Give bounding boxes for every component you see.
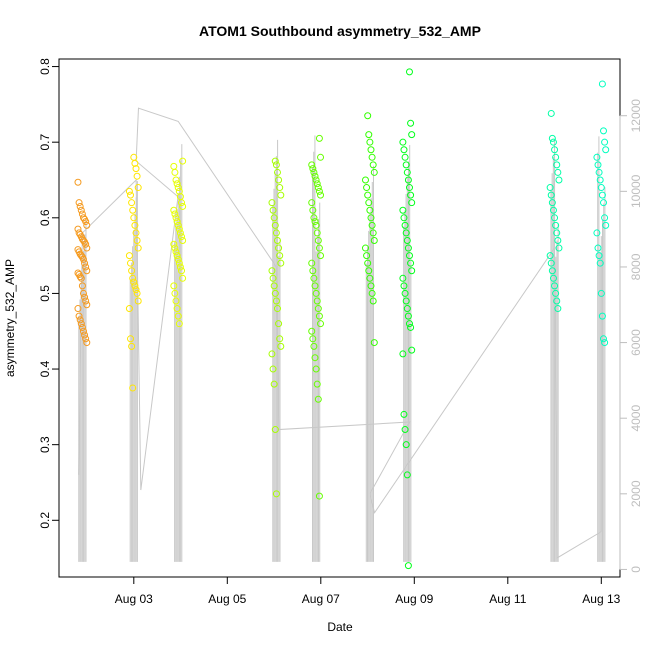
data-point bbox=[368, 147, 374, 153]
y2-tick-label: 2000 bbox=[629, 480, 643, 507]
data-point bbox=[406, 69, 412, 75]
data-point bbox=[75, 179, 81, 185]
data-point bbox=[365, 192, 371, 198]
data-point bbox=[550, 139, 556, 145]
y2-tick-label: 4000 bbox=[629, 405, 643, 432]
y2-axis: 0 2000 4000 6000 8000 10000 12000 bbox=[620, 99, 643, 573]
data-point bbox=[602, 139, 608, 145]
data-point bbox=[601, 128, 607, 134]
data-point bbox=[409, 132, 415, 138]
data-point bbox=[316, 135, 322, 141]
y2-tick-label: 0 bbox=[629, 566, 643, 573]
data-point bbox=[362, 177, 368, 183]
data-point bbox=[128, 192, 134, 198]
data-point bbox=[84, 222, 90, 228]
data-point bbox=[318, 192, 324, 198]
data-point bbox=[77, 203, 83, 209]
data-point bbox=[126, 188, 132, 194]
data-point bbox=[366, 132, 372, 138]
data-point bbox=[365, 113, 371, 119]
data-point bbox=[603, 147, 609, 153]
data-point bbox=[171, 163, 177, 169]
x-tick-label: Aug 09 bbox=[395, 592, 433, 606]
data-point bbox=[549, 135, 555, 141]
y-tick-label: 0.3 bbox=[38, 436, 52, 453]
y-tick-label: 0.5 bbox=[38, 285, 52, 302]
data-point bbox=[126, 253, 132, 259]
x-tick-label: Aug 11 bbox=[489, 592, 526, 606]
x-tick-label: Aug 05 bbox=[208, 592, 246, 606]
y2-tick-label: 8000 bbox=[629, 253, 643, 280]
data-point bbox=[367, 139, 373, 145]
data-point bbox=[402, 154, 408, 160]
data-point bbox=[556, 177, 562, 183]
data-point bbox=[278, 192, 284, 198]
y2-tick-label: 12000 bbox=[629, 99, 643, 133]
y-axis-label: asymmetry_532_AMP bbox=[3, 259, 17, 377]
data-point bbox=[401, 147, 407, 153]
data-point bbox=[405, 563, 411, 569]
data-point bbox=[371, 169, 377, 175]
data-point bbox=[408, 120, 414, 126]
y-axis: 0.2 0.3 0.4 0.5 0.6 0.7 0.8 bbox=[38, 58, 59, 529]
data-point bbox=[400, 139, 406, 145]
chart-title: ATOM1 Southbound asymmetry_532_AMP bbox=[199, 23, 481, 39]
data-point bbox=[129, 200, 135, 206]
y2-tick-label: 6000 bbox=[629, 329, 643, 356]
y2-series-line bbox=[79, 108, 602, 558]
data-point bbox=[555, 169, 561, 175]
y-tick-label: 0.4 bbox=[38, 360, 52, 377]
x-axis: Aug 03 Aug 05 Aug 07 Aug 09 Aug 11 Aug 13 bbox=[115, 577, 621, 606]
data-point bbox=[315, 185, 321, 191]
y-tick-label: 0.6 bbox=[38, 209, 52, 226]
points-layer bbox=[75, 69, 609, 569]
x-tick-label: Aug 13 bbox=[582, 592, 620, 606]
data-point bbox=[78, 207, 84, 213]
y-tick-label: 0.2 bbox=[38, 512, 52, 529]
x-tick-label: Aug 07 bbox=[302, 592, 340, 606]
data-point bbox=[173, 177, 179, 183]
data-point bbox=[318, 154, 324, 160]
data-point bbox=[316, 188, 322, 194]
data-point bbox=[172, 169, 178, 175]
data-point bbox=[134, 173, 140, 179]
y-tick-label: 0.7 bbox=[38, 134, 52, 151]
data-point bbox=[548, 110, 554, 116]
data-point bbox=[369, 154, 375, 160]
data-point bbox=[76, 200, 82, 206]
x-axis-label: Date bbox=[327, 620, 353, 634]
x-tick-label: Aug 03 bbox=[115, 592, 153, 606]
data-point bbox=[364, 185, 370, 191]
y-tick-label: 0.8 bbox=[38, 58, 52, 75]
y2-tick-label: 10000 bbox=[629, 174, 643, 208]
data-point bbox=[599, 81, 605, 87]
y2-line-layer bbox=[79, 108, 605, 562]
data-point bbox=[130, 207, 136, 213]
plot-frame bbox=[59, 59, 620, 577]
